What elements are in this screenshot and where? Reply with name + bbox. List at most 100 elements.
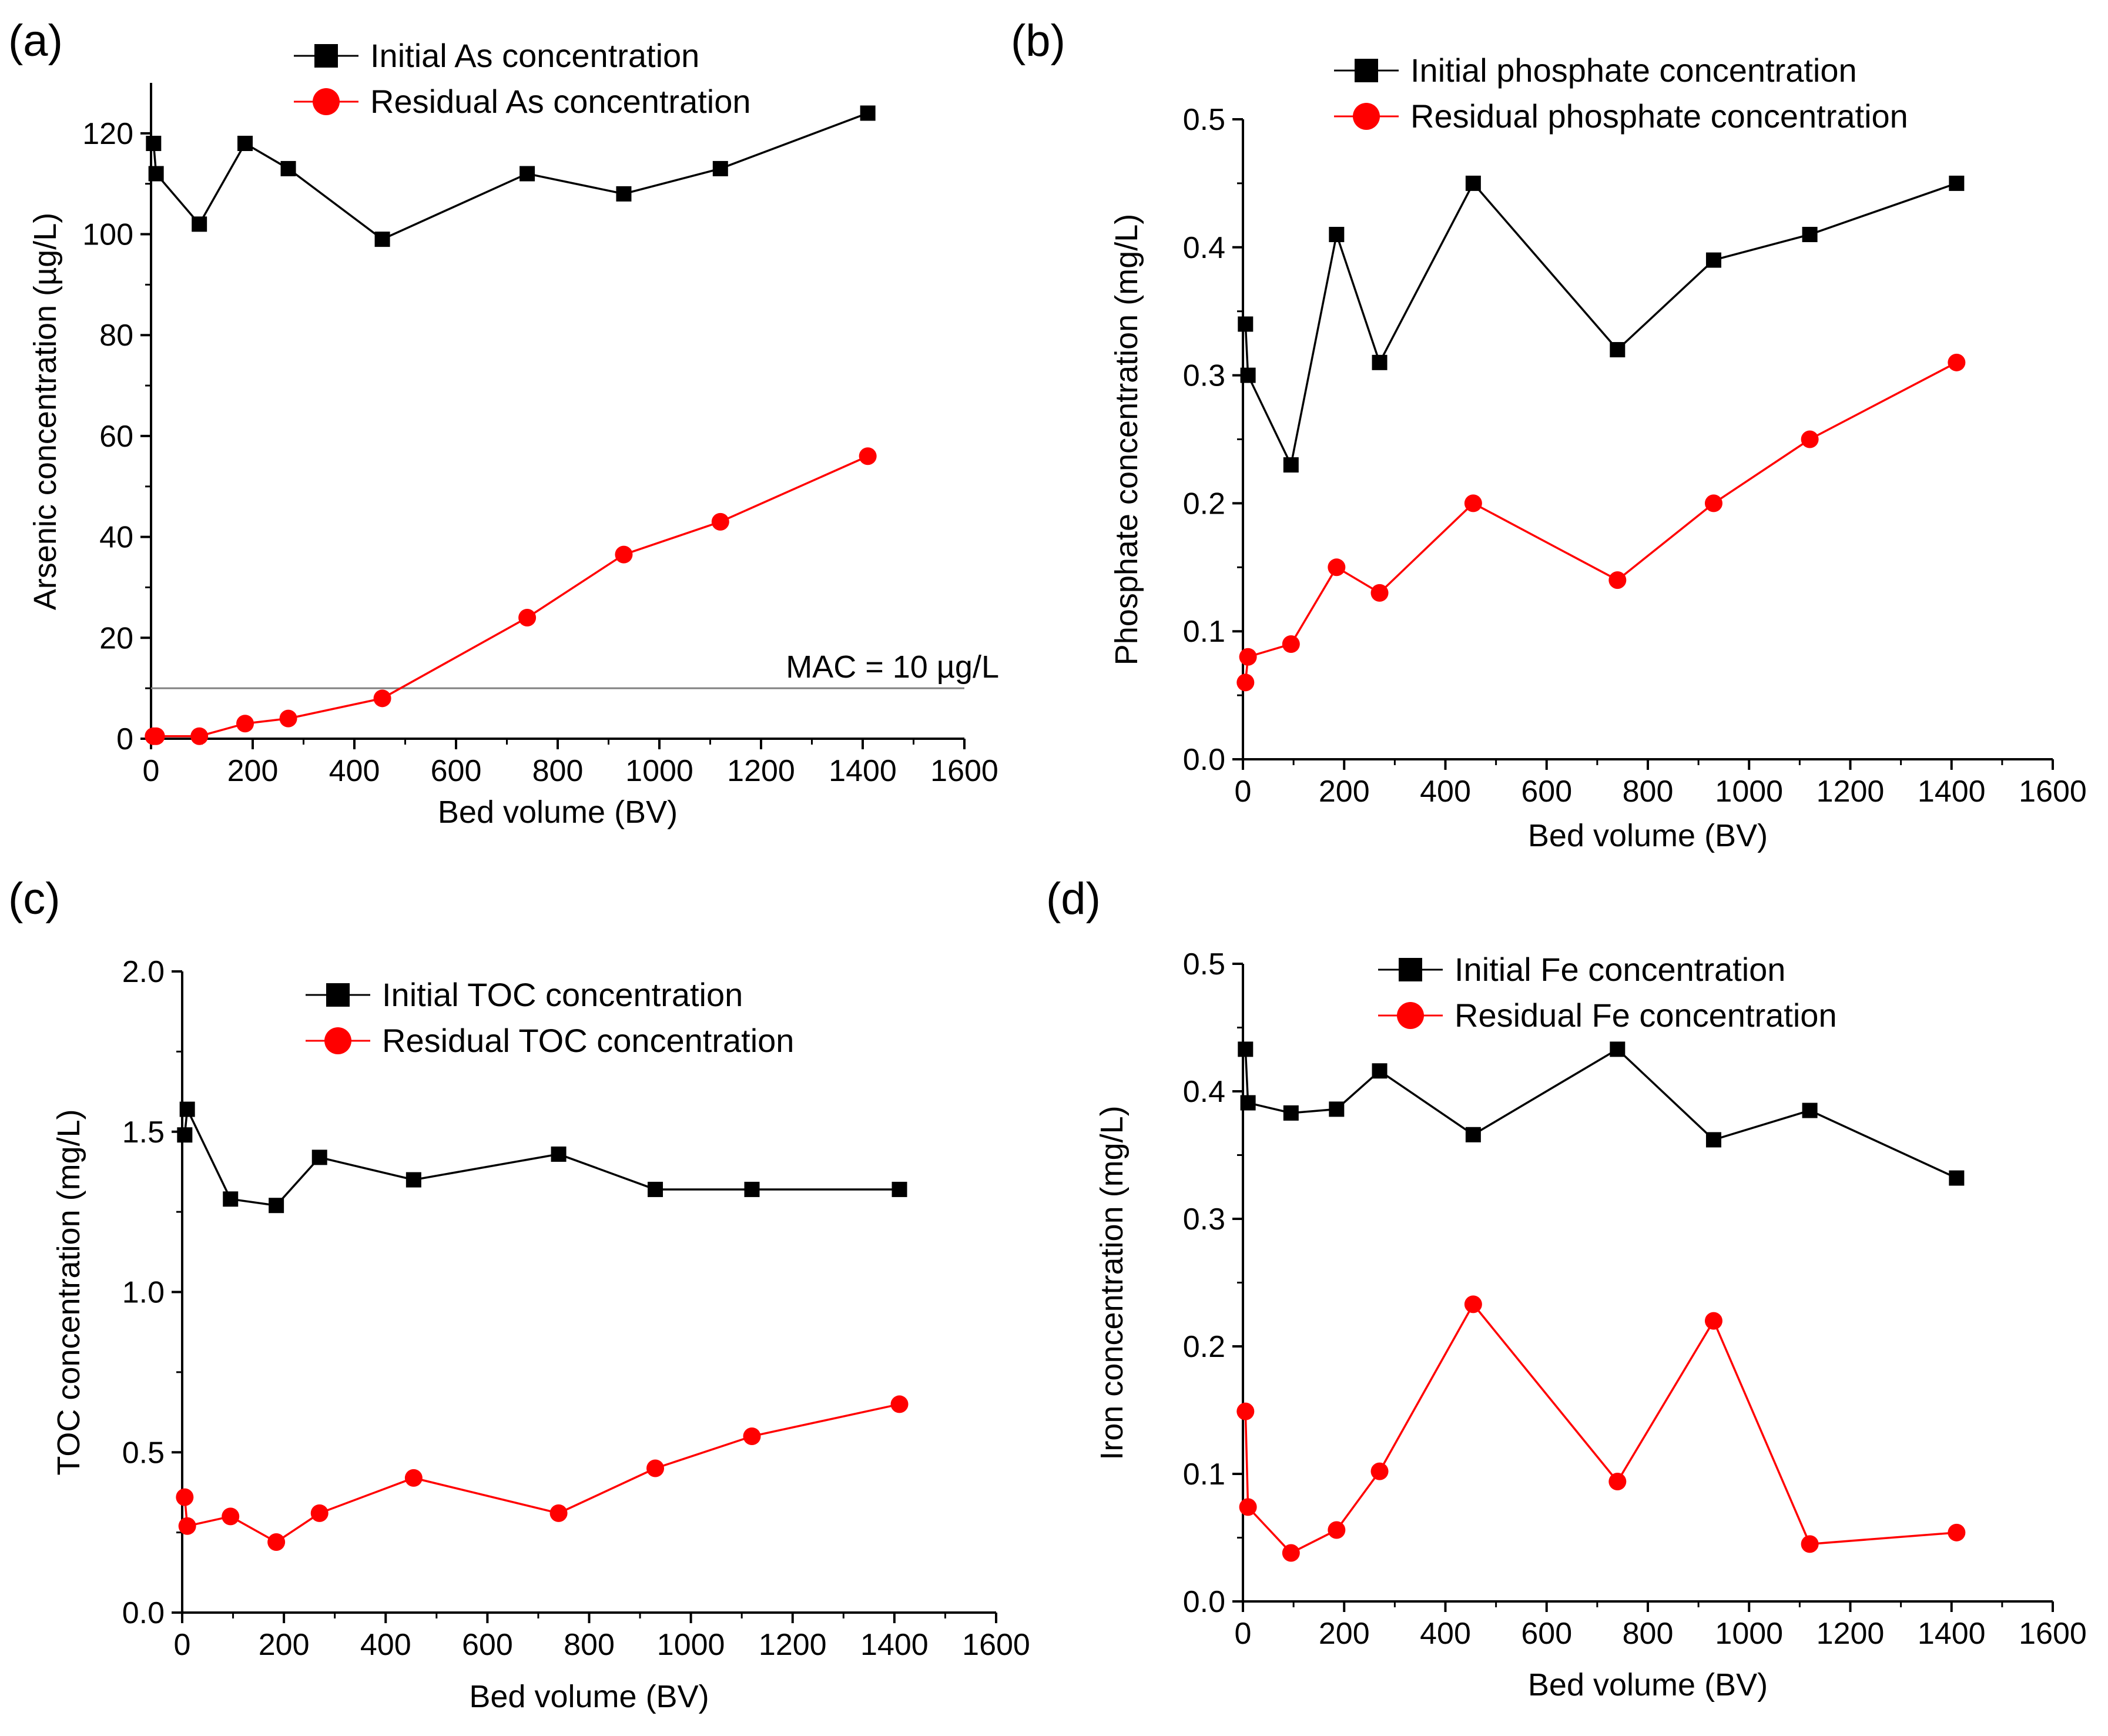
data-point: [310, 1504, 329, 1522]
x-tick-label: 800: [1623, 1617, 1674, 1651]
x-tick-label: 800: [1623, 775, 1674, 809]
y-tick-label: 0.5: [1183, 103, 1225, 137]
data-point: [236, 715, 254, 733]
data-point: [1464, 1295, 1482, 1313]
data-point: [1328, 1521, 1346, 1539]
x-tick-label: 200: [227, 754, 279, 788]
x-tick-label: 1000: [625, 754, 693, 788]
data-point: [1948, 353, 1966, 371]
x-tick-label: 400: [329, 754, 380, 788]
data-point: [1465, 175, 1481, 191]
series-residual: [176, 1395, 909, 1551]
data-point: [549, 1504, 568, 1522]
legend-label: Initial Fe concentration: [1455, 951, 1785, 988]
data-point: [146, 136, 162, 152]
data-point: [1464, 494, 1482, 512]
y-tick-label: 0.0: [1183, 1585, 1225, 1619]
x-tick-label: 0: [1235, 1617, 1252, 1651]
data-point: [1283, 457, 1299, 473]
y-tick-label: 0.4: [1183, 231, 1225, 265]
series-initial: [146, 105, 876, 247]
legend-label: Residual phosphate concentration: [1410, 98, 1908, 135]
x-tick-label: 1600: [2019, 775, 2087, 809]
data-point: [1705, 252, 1721, 268]
x-axis-title: Bed volume (BV): [1528, 818, 1768, 853]
y-tick-label: 0.2: [1183, 487, 1225, 521]
x-tick-label: 1200: [759, 1628, 827, 1662]
chart-panel-4: (d) 0 200 400 600 800 1000 1200 1400 1600 0.0 0.1 0.…: [1046, 874, 2087, 1703]
data-point: [222, 1507, 240, 1526]
data-point: [279, 709, 297, 728]
data-point: [616, 186, 632, 202]
reference-line-label: MAC = 10 µg/L: [786, 649, 999, 685]
series-line: [183, 1105, 900, 1207]
data-point: [890, 1395, 909, 1413]
series-line: [1244, 181, 1957, 468]
data-point: [1236, 673, 1255, 692]
data-point: [518, 608, 537, 626]
x-tick-label: 600: [431, 754, 482, 788]
data-point: [1801, 430, 1819, 448]
data-point: [1949, 1170, 1965, 1186]
series-line: [183, 1403, 900, 1544]
y-tick-label: 2.0: [122, 955, 165, 989]
data-point: [280, 160, 296, 176]
data-point: [1372, 1063, 1388, 1079]
data-point: [1240, 1095, 1256, 1111]
data-point: [860, 105, 876, 121]
x-tick-label: 1600: [962, 1628, 1030, 1662]
panel-label: (c): [8, 874, 61, 924]
x-tick-label: 1600: [930, 754, 998, 788]
data-point: [1236, 1402, 1255, 1420]
x-tick-label: 1000: [1715, 775, 1783, 809]
x-tick-label: 1600: [2019, 1617, 2087, 1651]
data-point: [1802, 1102, 1818, 1118]
y-tick-label: 0: [116, 722, 133, 756]
data-point: [311, 1149, 327, 1165]
data-point: [551, 1146, 567, 1162]
series-initial: [177, 1101, 907, 1214]
x-tick-label: 600: [1521, 1617, 1572, 1651]
series-residual: [1236, 353, 1966, 692]
x-tick-label: 0: [143, 754, 160, 788]
series-residual: [145, 447, 877, 745]
data-point: [1705, 1132, 1721, 1148]
y-tick-label: 0.5: [122, 1436, 165, 1470]
data-point: [1704, 494, 1722, 512]
data-point: [1370, 1462, 1389, 1480]
x-axis-title: Bed volume (BV): [438, 795, 678, 830]
y-tick-label: 0.0: [1183, 743, 1225, 777]
x-tick-label: 200: [1319, 775, 1370, 809]
chart-panel-2: (b) 0 200 400 600 800 1000 1200 1400 1600 0.0 0.1 0.…: [1011, 16, 2087, 853]
data-point: [373, 689, 391, 708]
data-point: [1283, 1105, 1299, 1121]
legend-label: Residual Fe concentration: [1455, 997, 1837, 1034]
x-tick-label: 1400: [1918, 1617, 1986, 1651]
series-initial: [1238, 175, 1965, 473]
x-tick-label: 0: [174, 1628, 191, 1662]
legend-label: Residual As concentration: [370, 83, 751, 120]
x-tick-label: 1400: [1918, 775, 1986, 809]
data-point: [1239, 1498, 1257, 1516]
data-point: [223, 1191, 239, 1207]
y-tick-label: 100: [82, 218, 133, 252]
data-point: [646, 1459, 665, 1477]
panel-label: (a): [8, 16, 63, 66]
data-point: [1948, 1523, 1966, 1541]
series-line: [1244, 361, 1958, 683]
y-tick-label: 0.1: [1183, 1457, 1225, 1492]
y-tick-label: 80: [99, 319, 133, 353]
data-point: [712, 160, 728, 176]
y-tick-label: 60: [99, 420, 133, 454]
y-tick-label: 0.4: [1183, 1075, 1225, 1109]
y-axis-title: Phosphate concentration (mg/L): [1109, 214, 1144, 665]
data-point: [1329, 1101, 1345, 1117]
x-tick-label: 1200: [1817, 1617, 1885, 1651]
data-point: [1282, 635, 1300, 653]
legend-marker: [1353, 103, 1380, 130]
y-tick-label: 40: [99, 521, 133, 555]
data-point: [1704, 1312, 1722, 1330]
data-point: [267, 1533, 286, 1551]
data-point: [1238, 316, 1254, 332]
